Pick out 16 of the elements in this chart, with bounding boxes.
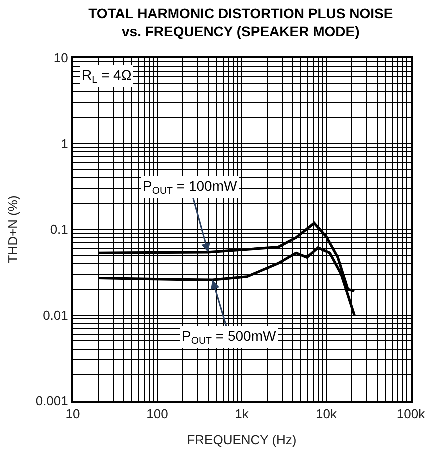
annotation: P$_{OUT}$ = 100mW (143, 178, 238, 197)
x-axis-title: FREQUENCY (Hz) (187, 432, 297, 448)
x-tick-label: 10k (316, 406, 338, 422)
y-tick-label: 0.1 (50, 222, 68, 238)
y-tick-label: 10 (54, 50, 68, 66)
x-tick-label: 10 (66, 406, 80, 422)
y-axis-title: THD+N (%) (5, 196, 20, 264)
x-tick-label: 1k (235, 406, 250, 422)
annotation: R$_{L}$ = 4Ω (82, 67, 132, 86)
y-tick-label: 0.001 (36, 394, 68, 409)
x-tick-label: 100 (146, 406, 168, 422)
annotation: P$_{OUT}$ = 500mW (182, 328, 278, 347)
chart-title: TOTAL HARMONIC DISTORTION PLUS NOISE vs. FREQUENCY (SPEAKER MODE) (88, 5, 394, 40)
x-tick-label: 100k (396, 406, 426, 422)
y-tick-label: 0.01 (43, 308, 68, 323)
y-tick-label: 1 (61, 136, 68, 152)
